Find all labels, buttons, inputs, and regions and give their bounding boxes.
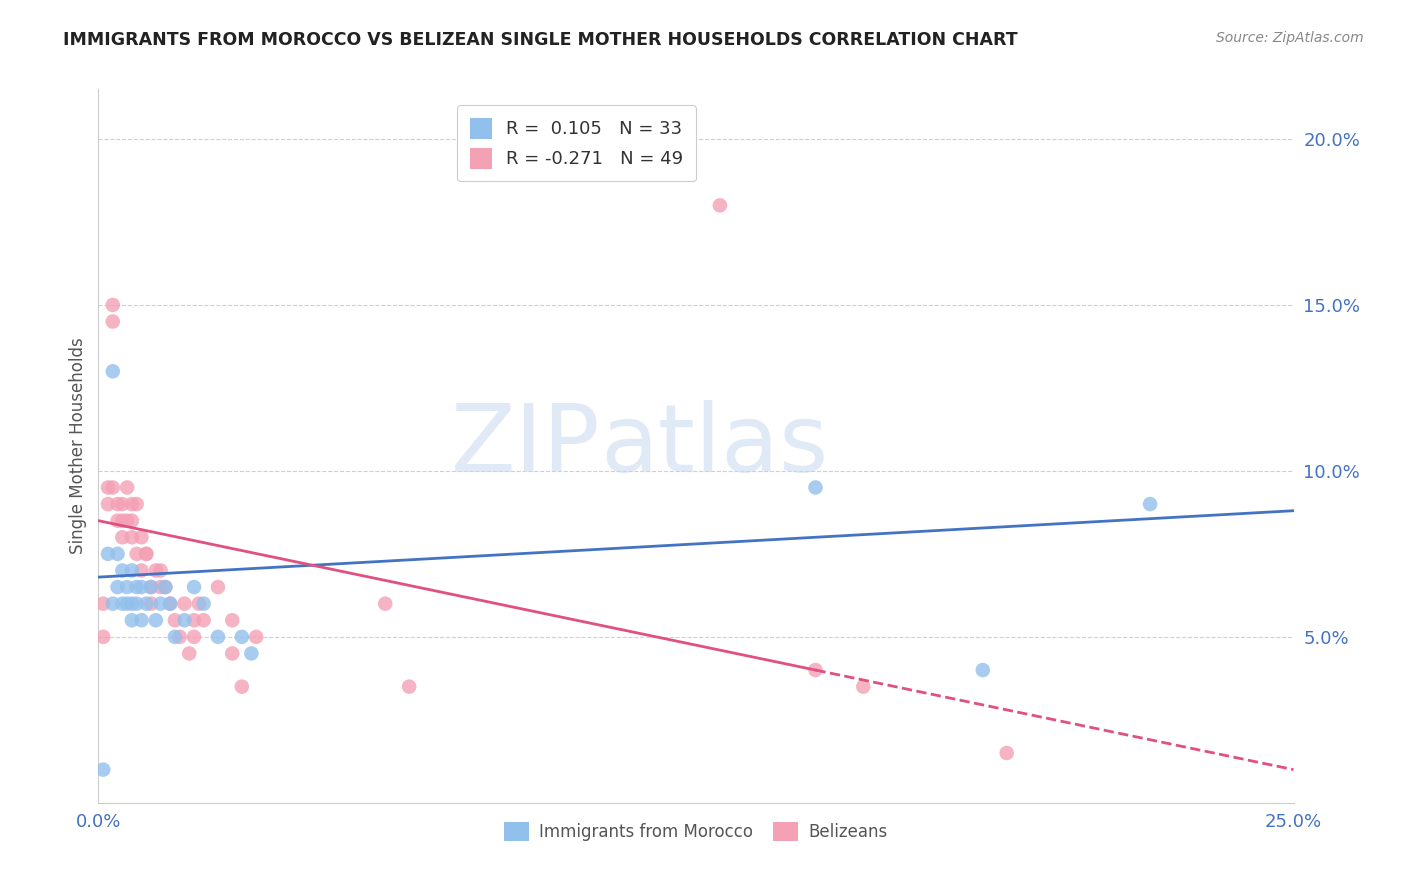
- Point: [187, 597, 209, 611]
- Point: [193, 597, 215, 611]
- Point: [173, 613, 195, 627]
- Point: [131, 580, 153, 594]
- Point: [163, 613, 186, 627]
- Point: [221, 613, 243, 627]
- Point: [173, 597, 195, 611]
- Point: [101, 298, 124, 312]
- Point: [121, 514, 143, 528]
- Point: [111, 564, 134, 578]
- Point: [131, 564, 153, 578]
- Point: [107, 580, 129, 594]
- Point: [207, 580, 229, 594]
- Point: [111, 597, 134, 611]
- Point: [135, 547, 157, 561]
- Point: [125, 497, 148, 511]
- Point: [101, 314, 124, 328]
- Point: [115, 481, 138, 495]
- Point: [91, 597, 114, 611]
- Point: [183, 613, 205, 627]
- Point: [145, 564, 167, 578]
- Text: atlas: atlas: [600, 400, 828, 492]
- Point: [374, 597, 396, 611]
- Point: [139, 580, 162, 594]
- Point: [107, 547, 129, 561]
- Point: [207, 630, 229, 644]
- Point: [97, 547, 120, 561]
- Point: [101, 481, 124, 495]
- Point: [115, 580, 138, 594]
- Point: [131, 613, 153, 627]
- Point: [240, 647, 263, 661]
- Point: [231, 630, 253, 644]
- Text: IMMIGRANTS FROM MOROCCO VS BELIZEAN SINGLE MOTHER HOUSEHOLDS CORRELATION CHART: IMMIGRANTS FROM MOROCCO VS BELIZEAN SING…: [63, 31, 1018, 49]
- Point: [149, 597, 172, 611]
- Point: [139, 597, 162, 611]
- Point: [111, 514, 134, 528]
- Point: [804, 481, 827, 495]
- Point: [91, 630, 114, 644]
- Point: [107, 497, 129, 511]
- Point: [163, 630, 186, 644]
- Point: [221, 647, 243, 661]
- Point: [97, 481, 120, 495]
- Point: [125, 580, 148, 594]
- Point: [159, 597, 181, 611]
- Point: [135, 597, 157, 611]
- Point: [121, 564, 143, 578]
- Point: [804, 663, 827, 677]
- Point: [101, 597, 124, 611]
- Point: [183, 580, 205, 594]
- Point: [155, 580, 177, 594]
- Point: [91, 763, 114, 777]
- Point: [121, 597, 143, 611]
- Point: [111, 530, 134, 544]
- Y-axis label: Single Mother Households: Single Mother Households: [69, 338, 87, 554]
- Point: [159, 597, 181, 611]
- Point: [155, 580, 177, 594]
- Point: [179, 647, 201, 661]
- Point: [135, 547, 157, 561]
- Point: [149, 564, 172, 578]
- Point: [995, 746, 1018, 760]
- Point: [97, 497, 120, 511]
- Point: [852, 680, 875, 694]
- Point: [169, 630, 191, 644]
- Point: [125, 547, 148, 561]
- Text: ZIP: ZIP: [451, 400, 600, 492]
- Point: [125, 597, 148, 611]
- Point: [398, 680, 420, 694]
- Point: [107, 514, 129, 528]
- Point: [972, 663, 994, 677]
- Point: [115, 514, 138, 528]
- Point: [149, 580, 172, 594]
- Point: [145, 613, 167, 627]
- Point: [111, 497, 134, 511]
- Point: [709, 198, 731, 212]
- Point: [115, 597, 138, 611]
- Point: [121, 530, 143, 544]
- Point: [193, 613, 215, 627]
- Point: [1139, 497, 1161, 511]
- Point: [101, 364, 124, 378]
- Point: [139, 580, 162, 594]
- Text: Source: ZipAtlas.com: Source: ZipAtlas.com: [1216, 31, 1364, 45]
- Point: [183, 630, 205, 644]
- Legend: Immigrants from Morocco, Belizeans: Immigrants from Morocco, Belizeans: [498, 815, 894, 848]
- Point: [121, 613, 143, 627]
- Point: [231, 680, 253, 694]
- Point: [131, 530, 153, 544]
- Point: [245, 630, 267, 644]
- Point: [121, 497, 143, 511]
